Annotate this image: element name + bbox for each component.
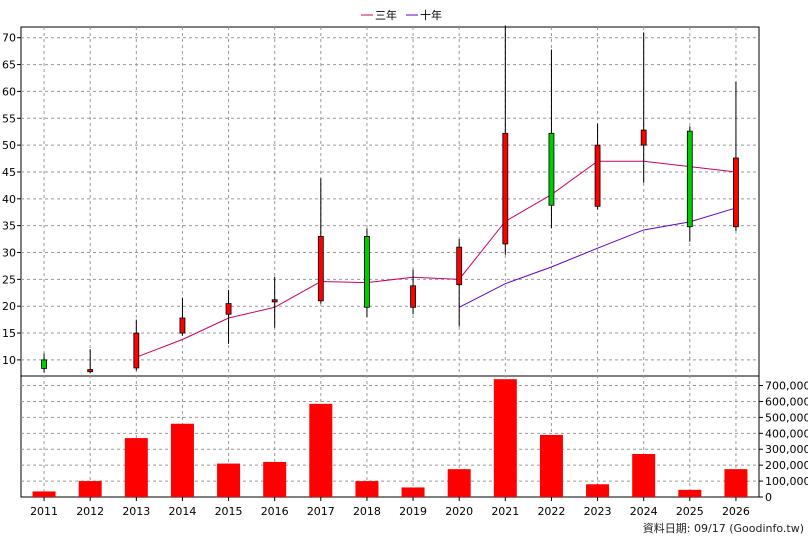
candle-body bbox=[410, 285, 416, 308]
candle-body bbox=[456, 246, 463, 286]
volume-tick-label: 700,000 bbox=[765, 380, 808, 393]
candle-2013 bbox=[133, 319, 140, 371]
x-tick-label: 2014 bbox=[168, 505, 196, 518]
price-tick-label: 15 bbox=[2, 327, 16, 340]
candle-body bbox=[179, 317, 186, 334]
candle-body bbox=[271, 299, 278, 303]
x-tick-label: 2023 bbox=[584, 505, 612, 518]
price-tick-label: 60 bbox=[2, 85, 16, 98]
candle-2018 bbox=[364, 228, 370, 317]
candle-body bbox=[41, 359, 47, 369]
price-panel bbox=[20, 26, 760, 377]
x-tick-label: 2017 bbox=[307, 505, 335, 518]
volume-bar-2026 bbox=[724, 469, 748, 497]
ma-line-three-year bbox=[136, 160, 736, 358]
x-tick-label: 2012 bbox=[76, 505, 104, 518]
volume-bar-2015 bbox=[217, 463, 241, 497]
price-tick-label: 40 bbox=[2, 193, 16, 206]
volume-tick-label: 500,000 bbox=[765, 411, 808, 424]
volume-bar-2013 bbox=[124, 438, 148, 497]
price-tick-label: 30 bbox=[2, 247, 16, 260]
legend: 三年 十年 bbox=[361, 8, 442, 22]
volume-bar-2020 bbox=[447, 469, 471, 497]
candle-body bbox=[133, 332, 140, 369]
price-tick-label: 55 bbox=[2, 112, 16, 125]
volume-bar-2025 bbox=[678, 489, 702, 497]
volume-tick-label: 0 bbox=[765, 491, 772, 504]
price-tick-label: 25 bbox=[2, 273, 16, 286]
x-tick-label: 2024 bbox=[630, 505, 658, 518]
volume-bar-2024 bbox=[632, 454, 656, 497]
price-tick-label: 45 bbox=[2, 166, 16, 179]
volume-bar-2023 bbox=[586, 484, 610, 497]
candle-2012 bbox=[87, 349, 94, 374]
candle-2019 bbox=[410, 269, 416, 315]
volume-bar-2021 bbox=[493, 379, 517, 497]
candle-body bbox=[502, 132, 509, 245]
candle-body bbox=[364, 235, 370, 308]
x-tick-label: 2015 bbox=[215, 505, 243, 518]
candle-2020 bbox=[456, 239, 463, 327]
price-tick-label: 65 bbox=[2, 59, 16, 72]
x-tick-label: 2025 bbox=[676, 505, 704, 518]
legend-ma10-label: 十年 bbox=[420, 8, 442, 22]
volume-bar-2017 bbox=[309, 403, 333, 497]
candle-2026 bbox=[733, 81, 739, 232]
price-tick-label: 10 bbox=[2, 354, 16, 367]
volume-bar-2012 bbox=[78, 481, 102, 497]
candle-2025 bbox=[686, 126, 693, 242]
candle-2015 bbox=[225, 290, 232, 344]
price-tick-label: 20 bbox=[2, 300, 16, 313]
candle-2022 bbox=[548, 49, 555, 229]
candle-2017 bbox=[317, 178, 324, 304]
volume-bar-2011 bbox=[32, 491, 56, 497]
legend-ma3-label: 三年 bbox=[375, 8, 397, 22]
volume-bar-2014 bbox=[170, 423, 194, 497]
x-tick-label: 2021 bbox=[491, 505, 519, 518]
x-tick-label: 2011 bbox=[30, 505, 58, 518]
price-tick-label: 50 bbox=[2, 139, 16, 152]
volume-tick-label: 300,000 bbox=[765, 443, 808, 456]
volume-bars bbox=[32, 379, 748, 497]
candle-2016 bbox=[271, 276, 278, 328]
volume-tick-label: 600,000 bbox=[765, 395, 808, 408]
candle-body bbox=[594, 144, 601, 207]
axis-labels: 2011 2012 2013 2014 2015 2016 2017 2018 2019 2020… bbox=[2, 32, 808, 518]
volume-bar-2022 bbox=[539, 434, 563, 497]
volume-tick-label: 200,000 bbox=[765, 459, 808, 472]
candle-body bbox=[733, 157, 739, 228]
candle-body bbox=[548, 132, 555, 206]
candle-2014 bbox=[179, 298, 186, 336]
candle-2024 bbox=[640, 32, 647, 183]
x-tick-label: 2020 bbox=[445, 505, 473, 518]
candle-body bbox=[640, 129, 647, 146]
candlesticks bbox=[41, 25, 739, 374]
x-tick-label: 2026 bbox=[722, 505, 750, 518]
candle-body bbox=[87, 369, 94, 373]
candle-2021 bbox=[502, 25, 509, 255]
candle-2023 bbox=[594, 123, 601, 210]
price-tick-label: 35 bbox=[2, 220, 16, 233]
price-tick-label: 70 bbox=[2, 32, 16, 45]
candle-2011 bbox=[41, 353, 47, 373]
x-tick-label: 2016 bbox=[261, 505, 289, 518]
x-tick-label: 2018 bbox=[353, 505, 381, 518]
x-tick-label: 2013 bbox=[122, 505, 150, 518]
volume-tick-label: 400,000 bbox=[765, 427, 808, 440]
candle-body bbox=[225, 303, 232, 315]
volume-bar-2016 bbox=[263, 461, 287, 497]
candle-body bbox=[686, 130, 693, 228]
volume-bar-2019 bbox=[401, 487, 425, 497]
volume-bar-2018 bbox=[355, 481, 379, 497]
candle-body bbox=[317, 235, 324, 302]
footer-source: 資料日期: 09/17 (Goodinfo.tw) bbox=[643, 521, 804, 535]
x-tick-label: 2022 bbox=[537, 505, 565, 518]
x-tick-label: 2019 bbox=[399, 505, 427, 518]
volume-tick-label: 100,000 bbox=[765, 475, 808, 488]
